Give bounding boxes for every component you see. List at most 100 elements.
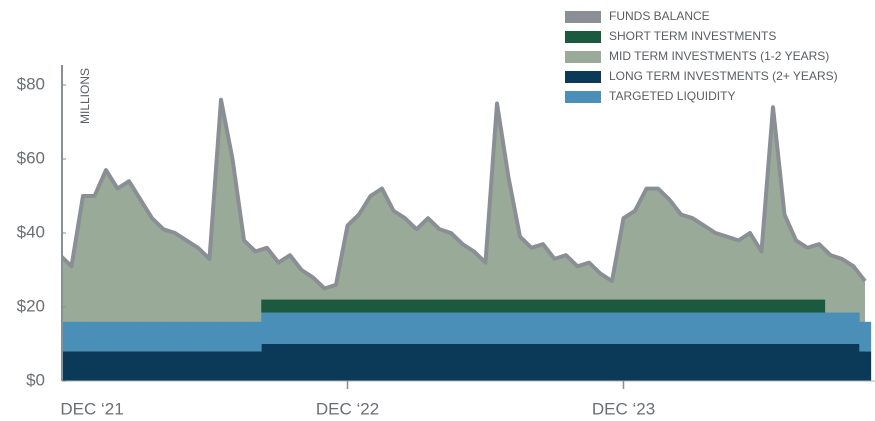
stack-band: [606, 299, 619, 313]
stack-band: [744, 299, 757, 313]
stack-band: [571, 312, 584, 344]
stack-band: [100, 351, 113, 381]
stack-band: [146, 351, 159, 381]
stack-band: [560, 344, 573, 381]
stack-band: [445, 299, 458, 313]
stack-band: [617, 312, 630, 344]
stack-band: [732, 312, 745, 344]
stack-band: [146, 321, 159, 352]
stack-band: [744, 312, 757, 344]
stack-band: [295, 312, 308, 344]
stack-band: [686, 312, 699, 344]
stack-band: [594, 299, 607, 313]
y-tick-label: $80: [17, 74, 45, 93]
stack-band: [422, 344, 435, 381]
stack-band: [732, 344, 745, 381]
y-tick-label: $20: [17, 296, 45, 315]
stack-band: [330, 312, 343, 344]
stack-band: [180, 321, 193, 352]
stack-band: [571, 344, 584, 381]
stack-band: [790, 299, 803, 313]
stack-band: [433, 312, 446, 344]
stack-band: [77, 321, 90, 352]
stack-band: [629, 312, 642, 344]
stack-band: [479, 312, 492, 344]
stack-band: [594, 312, 607, 344]
stack-band: [203, 351, 216, 381]
stack-band: [341, 344, 354, 381]
stack-band: [111, 351, 124, 381]
stack-band: [272, 312, 285, 344]
stack-band: [502, 299, 515, 313]
stack-band: [801, 312, 814, 344]
stack-band: [675, 312, 688, 344]
stack-band: [514, 312, 527, 344]
legend-label: SHORT TERM INVESTMENTS: [609, 29, 776, 43]
stack-band: [548, 299, 561, 313]
stack-band: [813, 344, 826, 381]
stack-band: [583, 344, 596, 381]
stack-band: [640, 312, 653, 344]
stack-band: [203, 321, 216, 352]
stack-band: [215, 321, 228, 352]
stack-band: [847, 344, 860, 381]
stack-band: [410, 344, 423, 381]
stack-band: [617, 344, 630, 381]
stack-band: [387, 312, 400, 344]
stack-band: [341, 299, 354, 313]
stack-band: [698, 344, 711, 381]
stack-band: [364, 312, 377, 344]
stack-band: [376, 299, 389, 313]
stack-band: [433, 299, 446, 313]
stack-band: [353, 299, 366, 313]
stack-band: [755, 344, 768, 381]
stack-band: [399, 344, 412, 381]
stack-band: [445, 344, 458, 381]
legend-label: LONG TERM INVESTMENTS (2+ YEARS): [609, 69, 838, 83]
stack-band: [721, 299, 734, 313]
stack-band: [249, 351, 262, 381]
stack-band: [525, 299, 538, 313]
stack-band: [261, 344, 274, 381]
stack-band: [537, 344, 550, 381]
stack-band: [192, 321, 205, 352]
stack-band: [721, 344, 734, 381]
stack-band: [318, 312, 331, 344]
stack-band: [456, 299, 469, 313]
stack-band: [353, 312, 366, 344]
stack-band: [261, 299, 274, 313]
stack-band: [778, 312, 791, 344]
stack-band: [169, 321, 182, 352]
legend-label: TARGETED LIQUIDITY: [609, 89, 735, 103]
stack-band: [479, 344, 492, 381]
stack-band: [859, 321, 872, 352]
stack-band: [284, 299, 297, 313]
stack-band: [675, 299, 688, 313]
stack-band: [594, 344, 607, 381]
stack-band: [732, 299, 745, 313]
legend-label: FUNDS BALANCE: [609, 9, 710, 23]
stack-band: [468, 299, 481, 313]
stack-band: [215, 351, 228, 381]
stack-band: [778, 344, 791, 381]
legend-swatch: [565, 51, 601, 63]
stack-band: [491, 344, 504, 381]
x-tick-label: DEC ‘23: [592, 399, 655, 418]
stack-band: [410, 299, 423, 313]
stack-band: [686, 344, 699, 381]
stack-band: [238, 321, 251, 352]
stack-band: [790, 312, 803, 344]
stack-band: [272, 299, 285, 313]
stack-band: [675, 344, 688, 381]
stack-band: [226, 351, 239, 381]
stack-band: [192, 351, 205, 381]
stack-band: [134, 321, 147, 352]
stack-band: [422, 299, 435, 313]
stack-band: [583, 312, 596, 344]
stack-band: [801, 299, 814, 313]
stack-band: [65, 321, 78, 352]
stack-band: [767, 312, 780, 344]
stack-band: [790, 344, 803, 381]
funds-balance-line: [62, 97, 867, 291]
stack-band: [62, 321, 67, 352]
